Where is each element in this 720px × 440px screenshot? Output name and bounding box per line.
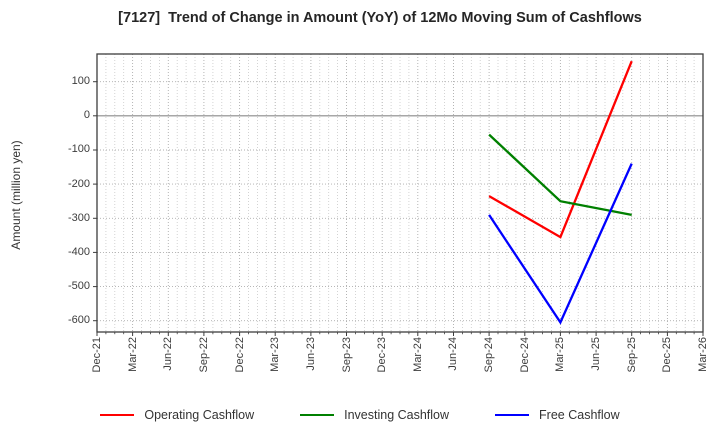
x-tick-label: Sep-22: [197, 337, 210, 373]
y-tick-label: -100: [67, 143, 90, 156]
plot-border: [96, 53, 704, 333]
legend-item-free-cashflow: Free Cashflow: [495, 408, 620, 422]
x-tick-label: Mar-22: [126, 337, 139, 372]
x-tick-label: Jun-23: [304, 337, 317, 371]
legend-item-operating-cashflow: Operating Cashflow: [100, 408, 254, 422]
x-tick-label: Dec-25: [661, 337, 674, 373]
series-line-operating-cashflow: [488, 60, 633, 239]
x-tick-label: Jun-24: [447, 337, 460, 371]
y-tick-label: 0: [83, 109, 90, 122]
y-tick-label: -400: [67, 245, 90, 258]
x-tick-label: Sep-25: [625, 337, 638, 373]
y-tick-label: -200: [67, 177, 90, 190]
legend: Operating Cashflow Investing Cashflow Free…: [0, 403, 720, 427]
y-tick-label: 100: [71, 75, 90, 88]
legend-label: Investing Cashflow: [344, 408, 450, 422]
x-tick-label: Sep-24: [483, 337, 496, 373]
legend-item-investing-cashflow: Investing Cashflow: [300, 408, 449, 422]
legend-label: Free Cashflow: [539, 408, 620, 422]
legend-swatch: [495, 414, 530, 416]
legend-swatch: [100, 414, 135, 416]
y-tick-label: -600: [67, 314, 90, 327]
x-tick-label: Dec-22: [233, 337, 246, 373]
x-tick-label: Dec-24: [518, 337, 531, 373]
x-tick-label: Mar-25: [554, 337, 567, 372]
x-tick-label: Jun-22: [162, 337, 175, 371]
legend-swatch: [300, 414, 335, 416]
series-line-investing-cashflow: [488, 133, 632, 217]
x-tick-label: Sep-23: [340, 337, 353, 373]
legend-label: Operating Cashflow: [144, 408, 255, 422]
x-tick-label: Mar-26: [697, 337, 709, 372]
x-tick-label: Mar-24: [411, 337, 424, 372]
x-tick-label: Mar-23: [269, 337, 282, 372]
series-line-free-cashflow: [488, 163, 633, 325]
chart-title: [7127] Trend of Change in Amount (YoY) o…: [118, 10, 642, 26]
x-tick-label: Dec-23: [376, 337, 389, 373]
x-tick-label: Jun-25: [590, 337, 603, 371]
y-tick-label: -500: [67, 280, 90, 293]
y-tick-label: -300: [67, 211, 90, 224]
x-tick-label: Dec-21: [91, 337, 103, 373]
